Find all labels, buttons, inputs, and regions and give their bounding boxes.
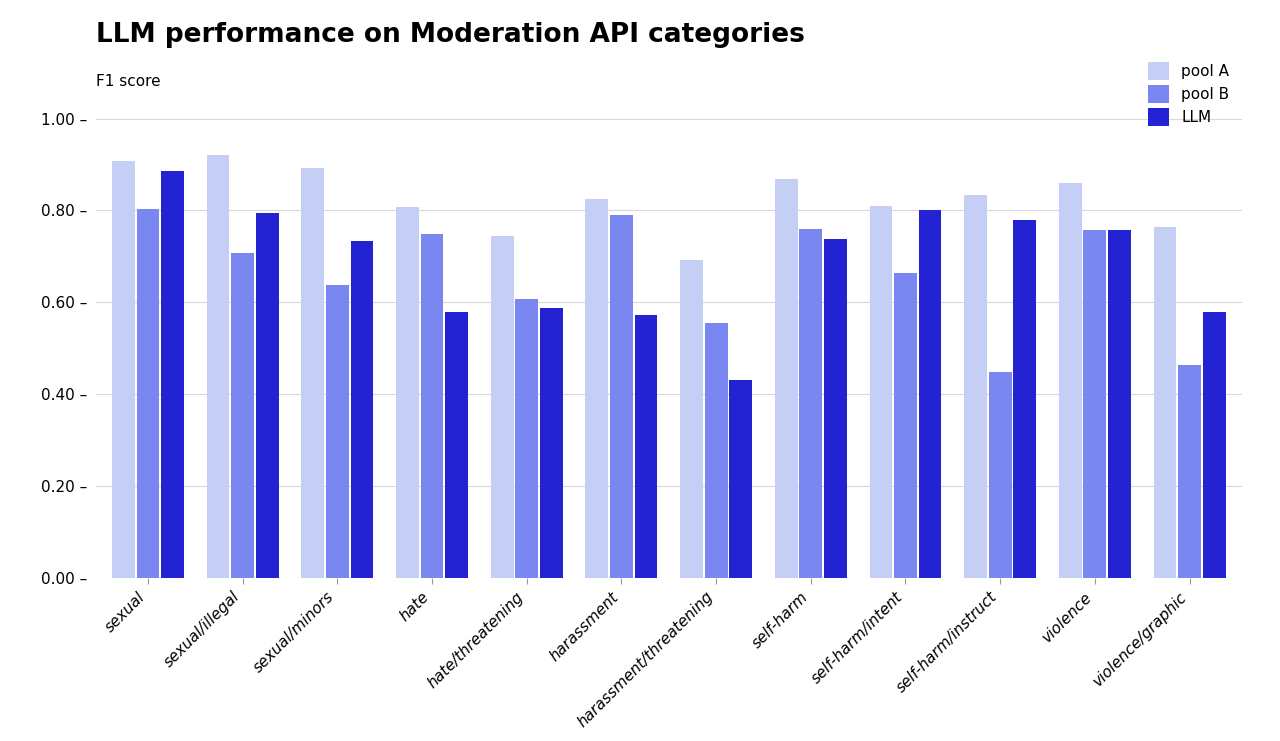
Bar [302, 167, 324, 578]
Bar [964, 196, 987, 578]
Bar [800, 229, 822, 578]
Bar [137, 209, 160, 578]
Bar [730, 379, 753, 578]
Legend: pool A, pool B, LLM: pool A, pool B, LLM [1143, 57, 1234, 130]
Bar [232, 253, 255, 578]
Bar [919, 210, 942, 578]
Bar [351, 242, 374, 578]
Bar [1083, 230, 1106, 578]
Bar [421, 234, 443, 578]
Bar [256, 213, 279, 578]
Bar [490, 236, 513, 578]
Bar [516, 299, 538, 578]
Bar [326, 285, 348, 578]
Bar [540, 308, 563, 578]
Bar [113, 162, 134, 578]
Bar [585, 199, 608, 578]
Bar [869, 206, 892, 578]
Bar [445, 313, 468, 578]
Bar [1059, 183, 1082, 578]
Bar [1178, 365, 1201, 578]
Bar [705, 322, 727, 578]
Text: LLM performance on Moderation API categories: LLM performance on Moderation API catego… [96, 22, 805, 48]
Bar [635, 315, 658, 578]
Bar [989, 372, 1011, 578]
Bar [207, 156, 229, 578]
Bar [1108, 230, 1130, 578]
Bar [611, 216, 632, 578]
Bar [680, 260, 703, 578]
Bar [1203, 313, 1225, 578]
Bar [1014, 219, 1036, 578]
Text: F1 score: F1 score [96, 74, 160, 89]
Bar [895, 273, 916, 578]
Bar [824, 239, 847, 578]
Bar [161, 171, 184, 578]
Bar [1153, 227, 1176, 578]
Bar [774, 179, 797, 578]
Bar [396, 207, 419, 578]
